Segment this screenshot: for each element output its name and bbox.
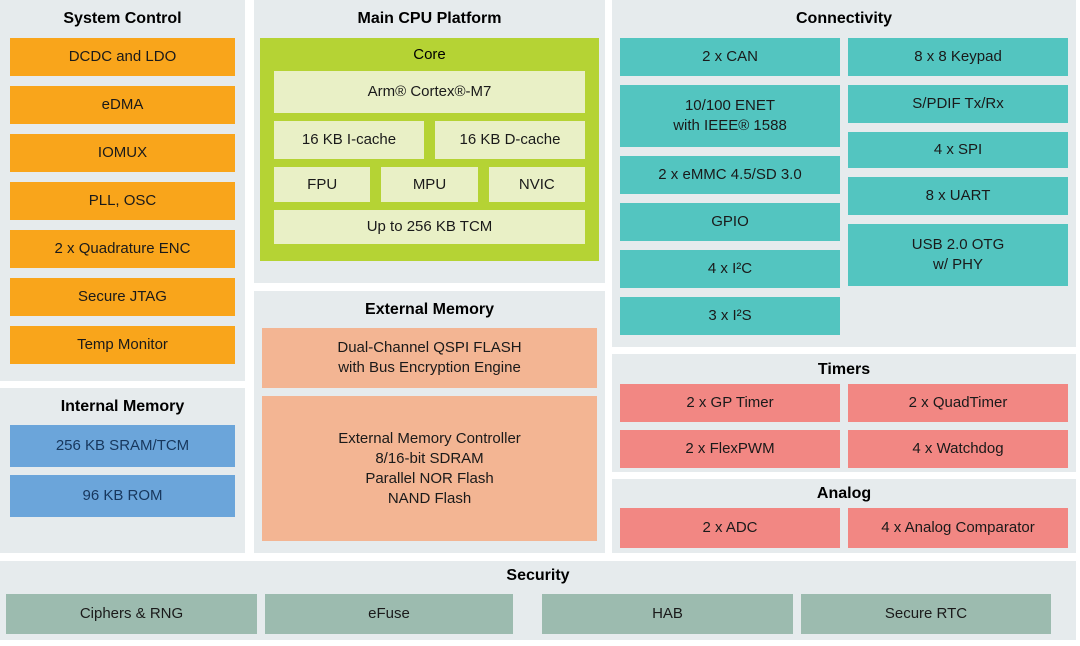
block-external-memory-controller: External Memory Controller 8/16-bit SDRA… (262, 396, 597, 541)
core-label: Core (413, 46, 446, 63)
block-icache: 16 KB I-cache (274, 121, 424, 159)
block-nvic: NVIC (488, 167, 585, 202)
panel-title-external-memory: External Memory (365, 301, 494, 318)
timers-left-column: 2 x GP Timer 2 x FlexPWM (620, 384, 840, 468)
block-iomux: IOMUX (10, 134, 235, 172)
enet-line-2: with IEEE® 1588 (673, 117, 787, 134)
panel-security: Security Ciphers & RNG eFuse HAB Secure … (0, 561, 1076, 640)
analog-columns: 2 x ADC 4 x Analog Comparator (612, 508, 1076, 548)
panel-title-internal-memory: Internal Memory (60, 398, 185, 415)
analog-right-column: 4 x Analog Comparator (848, 508, 1068, 548)
block-spi: 4 x SPI (848, 132, 1068, 168)
analog-left-column: 2 x ADC (620, 508, 840, 548)
block-i2c: 4 x I²C (620, 250, 840, 288)
core-container: Core Arm® Cortex®-M7 16 KB I-cache 16 KB… (260, 38, 599, 261)
block-quadtimer: 2 x QuadTimer (848, 384, 1068, 422)
usb-line-1: USB 2.0 OTG (911, 236, 1005, 253)
block-emmc-sd: 2 x eMMC 4.5/SD 3.0 (620, 156, 840, 194)
block-temp-monitor: Temp Monitor (10, 326, 235, 364)
block-quadrature-enc: 2 x Quadrature ENC (10, 230, 235, 268)
block-pll-osc: PLL, OSC (10, 182, 235, 220)
block-enet: 10/100 ENET with IEEE® 1588 (620, 85, 840, 147)
block-dcdc-ldo: DCDC and LDO (10, 38, 235, 76)
block-spdif: S/PDIF Tx/Rx (848, 85, 1068, 123)
qspi-line-1: Dual-Channel QSPI FLASH (337, 339, 522, 356)
emc-line-1: External Memory Controller (338, 429, 521, 447)
block-secure-jtag: Secure JTAG (10, 278, 235, 316)
block-gpio: GPIO (620, 203, 840, 241)
block-keypad: 8 x 8 Keypad (848, 38, 1068, 76)
block-secure-rtc: Secure RTC (801, 594, 1051, 634)
panel-title-connectivity: Connectivity (795, 10, 892, 27)
block-dcache: 16 KB D-cache (435, 121, 585, 159)
panel-system-control: System Control DCDC and LDO eDMA IOMUX P… (0, 0, 245, 381)
timers-right-column: 2 x QuadTimer 4 x Watchdog (848, 384, 1068, 468)
block-cortex-m7: Arm® Cortex®-M7 (274, 71, 585, 113)
qspi-line-2: with Bus Encryption Engine (338, 359, 521, 376)
panel-connectivity: Connectivity 2 x CAN 10/100 ENET with IE… (612, 0, 1076, 347)
cpu-unit-row: FPU MPU NVIC (274, 167, 585, 202)
block-adc: 2 x ADC (620, 508, 840, 548)
timers-columns: 2 x GP Timer 2 x FlexPWM 2 x QuadTimer 4… (612, 384, 1076, 468)
block-analog-comparator: 4 x Analog Comparator (848, 508, 1068, 548)
block-can: 2 x CAN (620, 38, 840, 76)
panel-main-cpu-platform: Main CPU Platform Core Arm® Cortex®-M7 1… (254, 0, 605, 283)
block-mpu: MPU (381, 167, 478, 202)
enet-line-1: 10/100 ENET (684, 97, 776, 114)
block-edma: eDMA (10, 86, 235, 124)
system-control-block-list: DCDC and LDO eDMA IOMUX PLL, OSC 2 x Qua… (10, 38, 235, 364)
block-i2s: 3 x I²S (620, 297, 840, 335)
block-usb-otg: USB 2.0 OTG w/ PHY (848, 224, 1068, 286)
block-fpu: FPU (274, 167, 371, 202)
connectivity-left-column: 2 x CAN 10/100 ENET with IEEE® 1588 2 x … (620, 38, 840, 335)
cache-row: 16 KB I-cache 16 KB D-cache (274, 121, 585, 159)
block-sram-tcm: 256 KB SRAM/TCM (10, 425, 235, 467)
block-rom: 96 KB ROM (10, 475, 235, 517)
block-ciphers-rng: Ciphers & RNG (6, 594, 257, 634)
panel-timers: Timers 2 x GP Timer 2 x FlexPWM 2 x Quad… (612, 354, 1076, 472)
panel-title-timers: Timers (817, 361, 871, 378)
panel-title-system-control: System Control (63, 10, 182, 27)
emc-line-2: 8/16-bit SDRAM (375, 449, 484, 467)
external-memory-block-list: Dual-Channel QSPI FLASH with Bus Encrypt… (262, 328, 597, 541)
panel-title-security: Security (506, 567, 570, 584)
emc-line-4: NAND Flash (387, 489, 472, 507)
block-efuse: eFuse (265, 594, 513, 634)
connectivity-columns: 2 x CAN 10/100 ENET with IEEE® 1588 2 x … (612, 38, 1076, 335)
panel-title-analog: Analog (816, 485, 872, 502)
block-hab: HAB (542, 594, 793, 634)
block-watchdog: 4 x Watchdog (848, 430, 1068, 468)
block-gp-timer: 2 x GP Timer (620, 384, 840, 422)
block-flexpwm: 2 x FlexPWM (620, 430, 840, 468)
panel-external-memory: External Memory Dual-Channel QSPI FLASH … (254, 291, 605, 553)
internal-memory-block-list: 256 KB SRAM/TCM 96 KB ROM (10, 425, 235, 517)
panel-analog: Analog 2 x ADC 4 x Analog Comparator (612, 479, 1076, 553)
block-uart: 8 x UART (848, 177, 1068, 215)
connectivity-right-column: 8 x 8 Keypad S/PDIF Tx/Rx 4 x SPI 8 x UA… (848, 38, 1068, 335)
panel-internal-memory: Internal Memory 256 KB SRAM/TCM 96 KB RO… (0, 388, 245, 553)
usb-line-2: w/ PHY (932, 256, 983, 273)
block-qspi-flash: Dual-Channel QSPI FLASH with Bus Encrypt… (262, 328, 597, 388)
block-tcm: Up to 256 KB TCM (274, 210, 585, 244)
core-inner-blocks: Arm® Cortex®-M7 16 KB I-cache 16 KB D-ca… (260, 65, 599, 244)
panel-title-main-cpu: Main CPU Platform (357, 10, 502, 27)
emc-line-3: Parallel NOR Flash (365, 469, 494, 487)
